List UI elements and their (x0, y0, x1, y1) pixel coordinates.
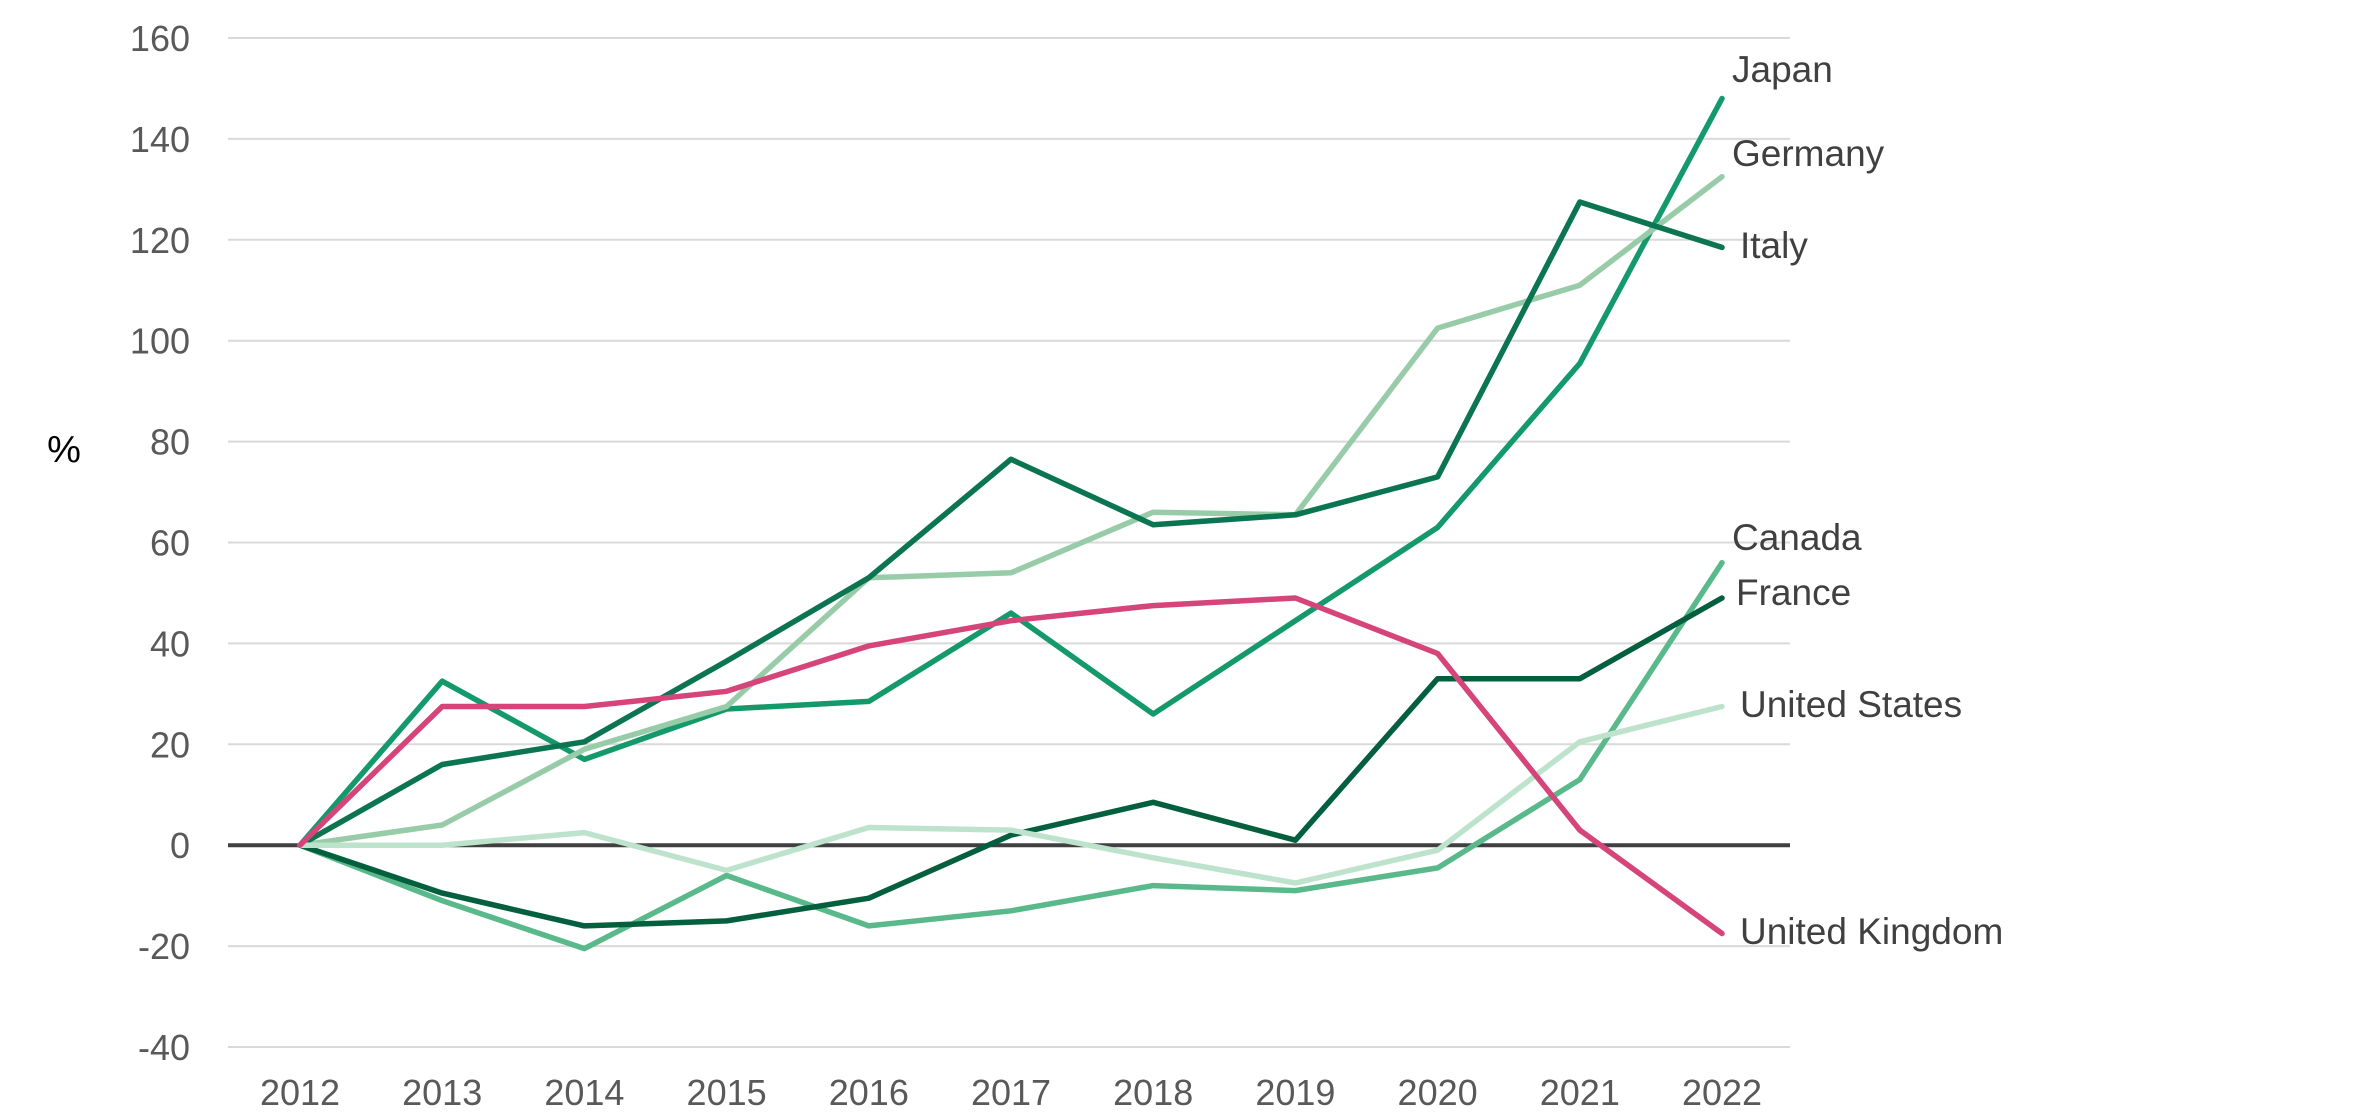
series-labels: Japan Germany Italy Canada France United Stat… (1732, 49, 2003, 952)
series-label-germany: Germany (1732, 133, 1885, 174)
x-tick-label: 2020 (1398, 1072, 1478, 1113)
x-tick-label: 2013 (402, 1072, 482, 1113)
y-tick-label: 40 (150, 623, 190, 664)
series-line-united-kingdom (297, 595, 1725, 937)
y-tick-label: 120 (130, 220, 190, 261)
y-tick-label: -40 (138, 1027, 190, 1068)
y-axis-ticks: -40 -20 0 20 40 60 80 100 120 140 160 (130, 18, 190, 1068)
series-line-italy (297, 199, 1725, 848)
x-tick-label: 2012 (260, 1072, 340, 1113)
series-line-united-states (297, 703, 1725, 886)
x-tick-label: 2014 (544, 1072, 624, 1113)
y-tick-label: 60 (150, 523, 190, 564)
x-tick-label: 2018 (1113, 1072, 1193, 1113)
x-tick-label: 2022 (1682, 1072, 1762, 1113)
x-tick-label: 2015 (687, 1072, 767, 1113)
series-label-japan: Japan (1732, 49, 1833, 90)
x-tick-label: 2021 (1540, 1072, 1620, 1113)
y-tick-label: 0 (170, 825, 190, 866)
y-tick-label: 140 (130, 119, 190, 160)
series-label-italy: Italy (1740, 225, 1808, 266)
y-tick-label: -20 (138, 926, 190, 967)
y-tick-label: 160 (130, 18, 190, 59)
series-label-canada: Canada (1732, 517, 1862, 558)
series-label-united-kingdom: United Kingdom (1740, 911, 2003, 952)
series-line-germany (297, 173, 1725, 848)
y-axis-label: % (47, 429, 81, 471)
series-line-canada (297, 559, 1725, 952)
series-label-united-states: United States (1740, 684, 1962, 725)
x-tick-label: 2017 (971, 1072, 1051, 1113)
series-line-france (297, 595, 1725, 929)
x-tick-label: 2016 (829, 1072, 909, 1113)
gridlines (228, 37, 1790, 1048)
x-tick-label: 2019 (1255, 1072, 1335, 1113)
y-tick-label: 80 (150, 422, 190, 463)
y-tick-label: 20 (150, 724, 190, 765)
series-lines (297, 95, 1725, 952)
series-line-japan (297, 95, 1725, 848)
y-tick-label: 100 (130, 321, 190, 362)
x-axis-ticks: 2012 2013 2014 2015 2016 2017 2018 2019 2020 2021… (260, 1072, 1762, 1113)
series-label-france: France (1736, 572, 1851, 613)
